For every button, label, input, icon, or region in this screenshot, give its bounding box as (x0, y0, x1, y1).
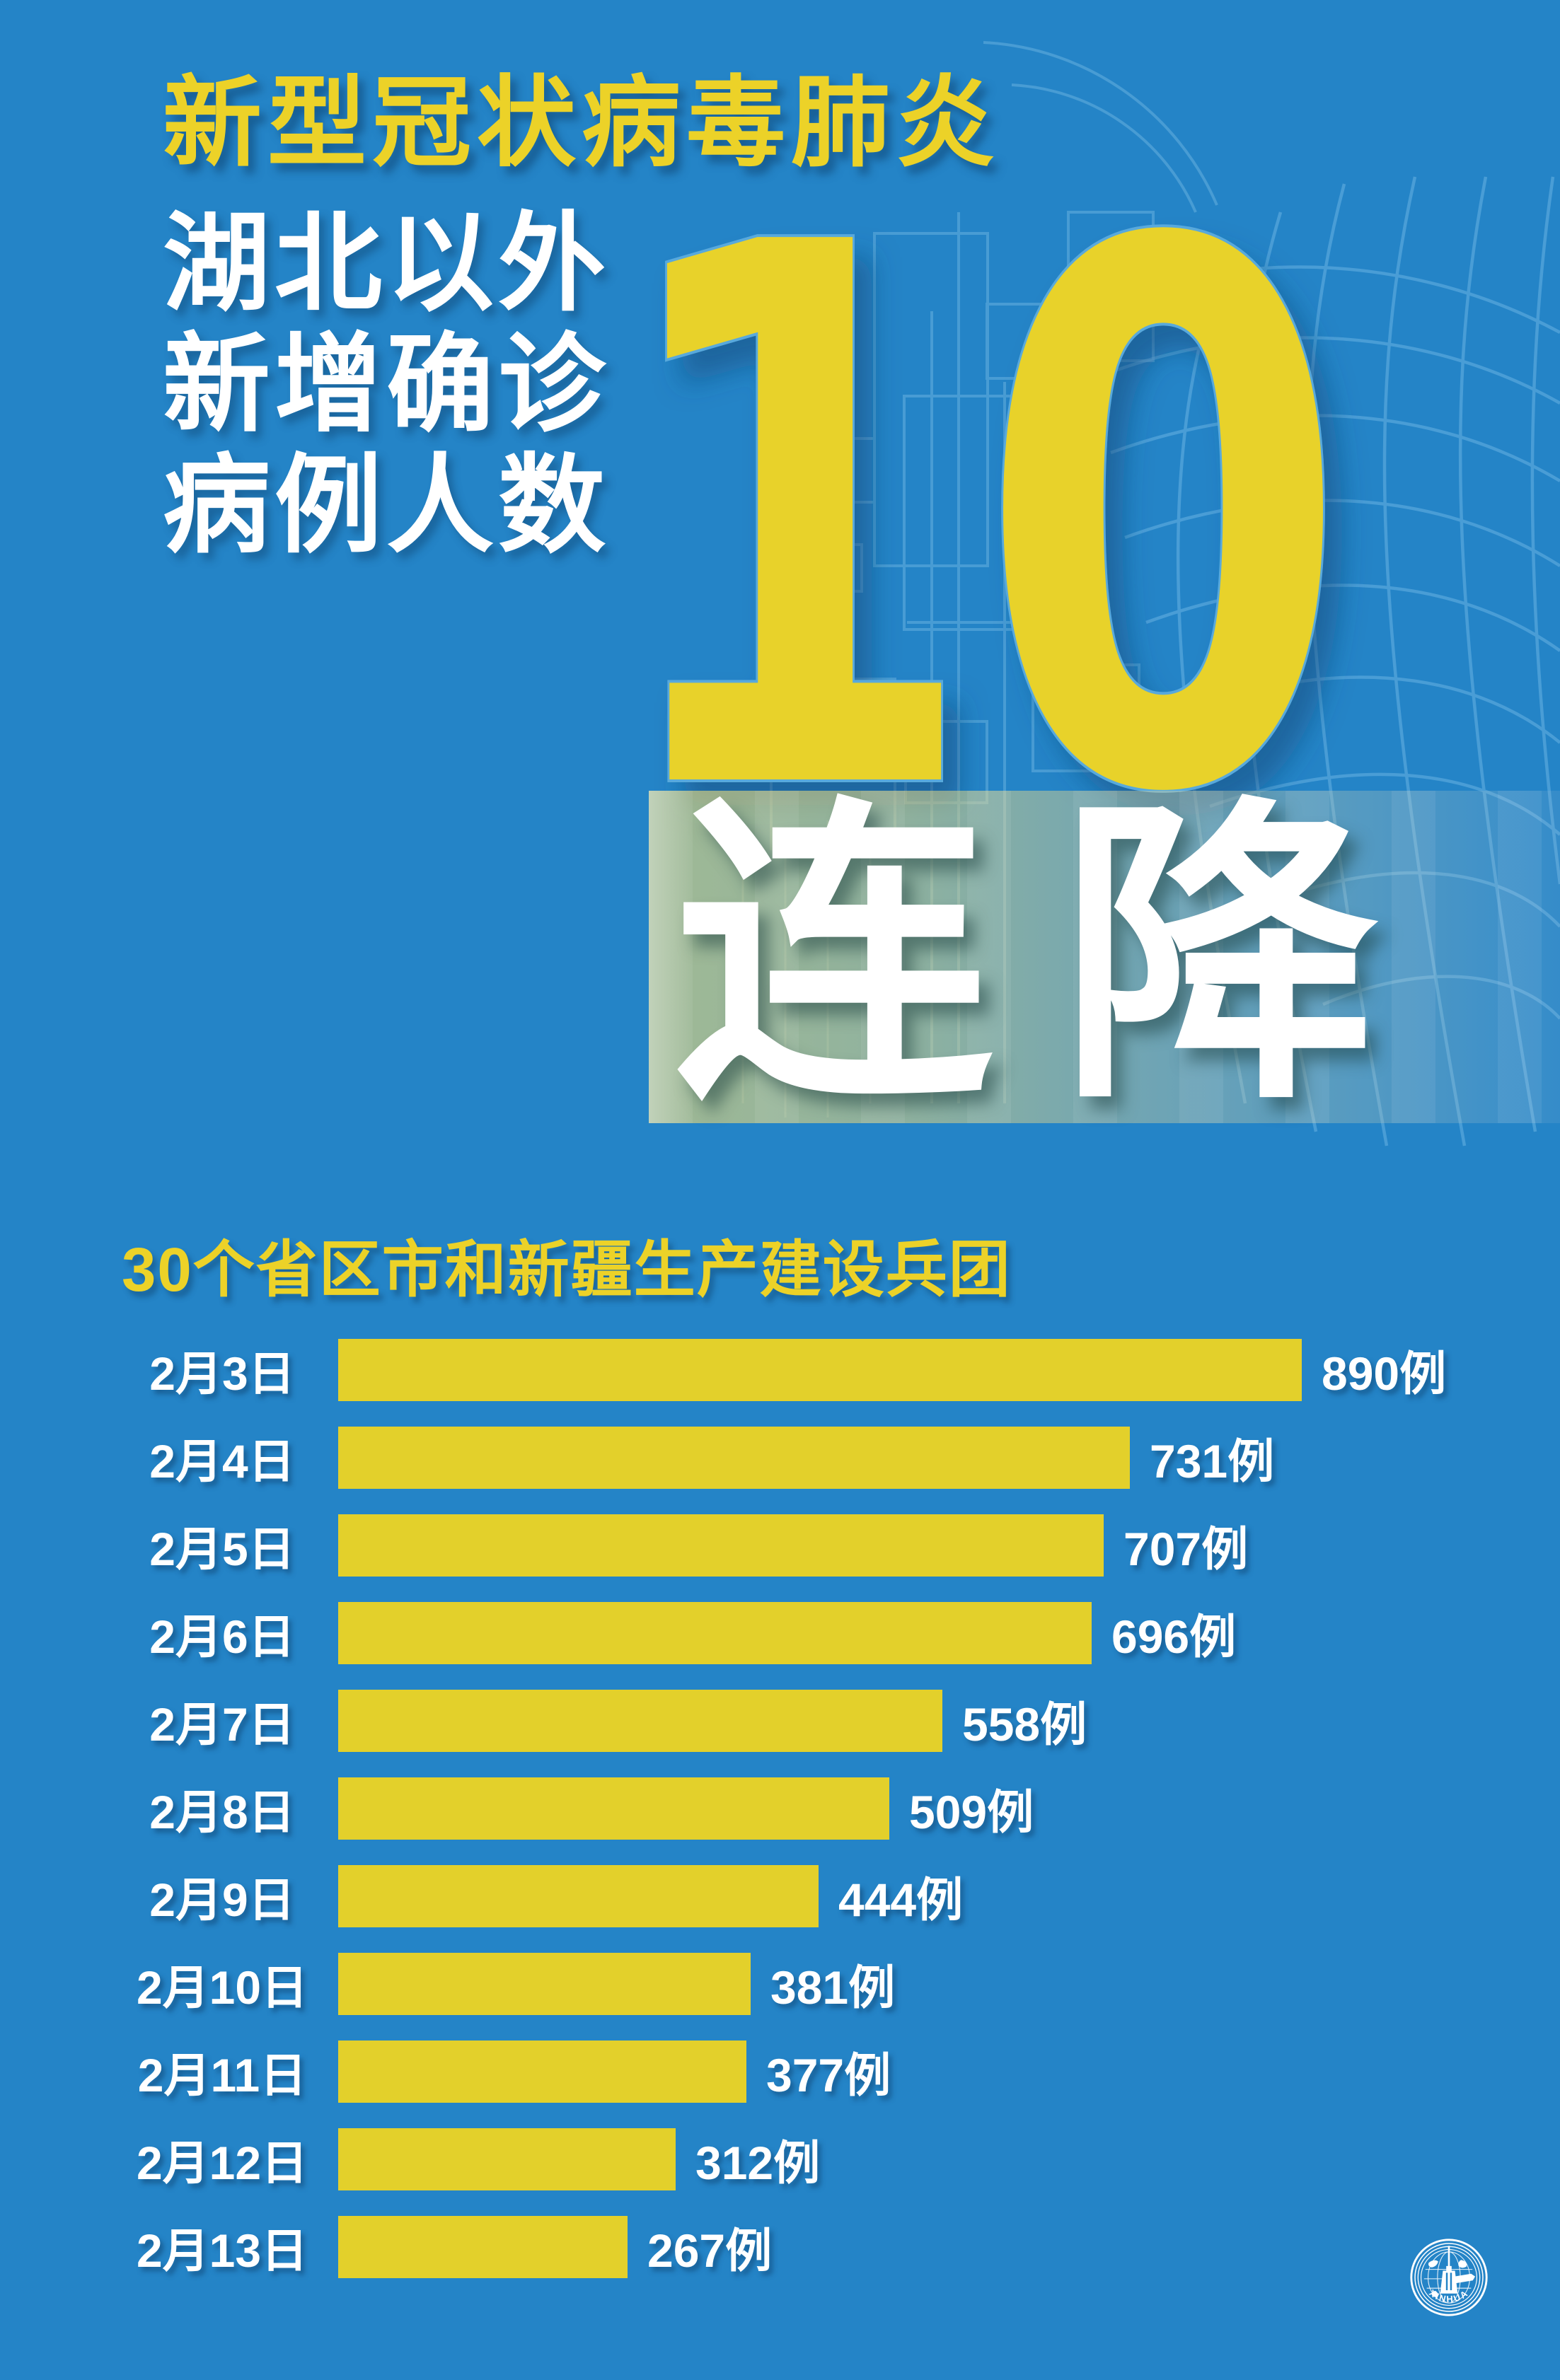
poster-subtitle: 湖北以外 新增确诊 病例人数 (163, 204, 610, 567)
xinhua-logo: XINHUA (1410, 2239, 1488, 2316)
bar (338, 1777, 889, 1840)
bar-category-label: 2月3日 (149, 1347, 295, 1400)
bar (338, 1339, 1302, 1401)
bar-value-label: 558例 (962, 1698, 1087, 1751)
chart-row: 2月8日 509例 (0, 1765, 1560, 1852)
subtitle-line-2: 新增确诊 (163, 325, 610, 445)
bar-category-label: 2月6日 (149, 1610, 295, 1663)
bar-category-label: 2月11日 (137, 2049, 307, 2101)
chart-row: 2月6日 696例 (0, 1589, 1560, 1677)
chart-row: 2月12日 312例 (0, 2115, 1560, 2203)
bar (338, 2041, 746, 2103)
bar (338, 1427, 1130, 1489)
bar (338, 1953, 751, 2015)
bar-value-label: 696例 (1111, 1610, 1237, 1663)
bar (338, 1602, 1092, 1664)
big-number: 10 (604, 87, 1351, 958)
bar-value-label: 312例 (695, 2137, 821, 2189)
blueprint-rects-decor (770, 41, 1218, 1103)
bar-category-label: 2月4日 (149, 1435, 295, 1487)
bar-category-label: 2月7日 (149, 1698, 295, 1751)
bar-category-label: 2月12日 (136, 2137, 308, 2189)
chart-row: 2月4日 731例 (0, 1414, 1560, 1502)
bar-value-label: 731例 (1150, 1435, 1275, 1487)
bar-value-label: 377例 (766, 2049, 891, 2101)
highlight-band: 连降 (649, 791, 1560, 1123)
logo-continents (1428, 2260, 1467, 2297)
bar-category-label: 2月5日 (149, 1523, 295, 1575)
poster-title: 新型冠状病毒肺炎 (163, 67, 1001, 178)
chart-row: 2月10日 381例 (0, 1940, 1560, 2028)
bar (338, 1865, 819, 1927)
bar-chart: 2月3日 890例 2月4日 731例 2月5日 707例 2月6日 696例 2月7日 558例… (0, 1326, 1560, 2291)
chart-row: 2月9日 444例 (0, 1852, 1560, 1940)
bar (338, 1690, 942, 1752)
bar-value-label: 890例 (1322, 1347, 1447, 1400)
chart-row: 2月5日 707例 (0, 1502, 1560, 1589)
bar-value-label: 381例 (770, 1961, 896, 2014)
chart-section-title: 30个省区市和新疆生产建设兵团 (122, 1236, 1012, 1304)
chart-row: 2月3日 890例 (0, 1326, 1560, 1414)
bar-category-label: 2月10日 (136, 1961, 308, 2014)
bar-category-label: 2月9日 (149, 1874, 295, 1926)
band-label: 连降 (674, 779, 1445, 1134)
bar-value-label: 267例 (647, 2224, 773, 2277)
bar (338, 1514, 1104, 1577)
logo-monument-slits (1445, 2272, 1452, 2291)
bar-value-label: 509例 (909, 1786, 1034, 1838)
bar-category-label: 2月8日 (149, 1786, 295, 1838)
bar-value-label: 444例 (838, 1874, 964, 1926)
bar (338, 2216, 628, 2278)
bar (338, 2128, 676, 2190)
bar-category-label: 2月13日 (136, 2224, 308, 2277)
bar-value-label: 707例 (1123, 1523, 1249, 1575)
logo-monument (1440, 2246, 1476, 2294)
subtitle-line-3: 病例人数 (163, 446, 610, 566)
chart-row: 2月7日 558例 (0, 1677, 1560, 1765)
chart-row: 2月11日 377例 (0, 2028, 1560, 2115)
chart-row: 2月13日 267例 (0, 2203, 1560, 2291)
subtitle-line-1: 湖北以外 (163, 204, 610, 324)
